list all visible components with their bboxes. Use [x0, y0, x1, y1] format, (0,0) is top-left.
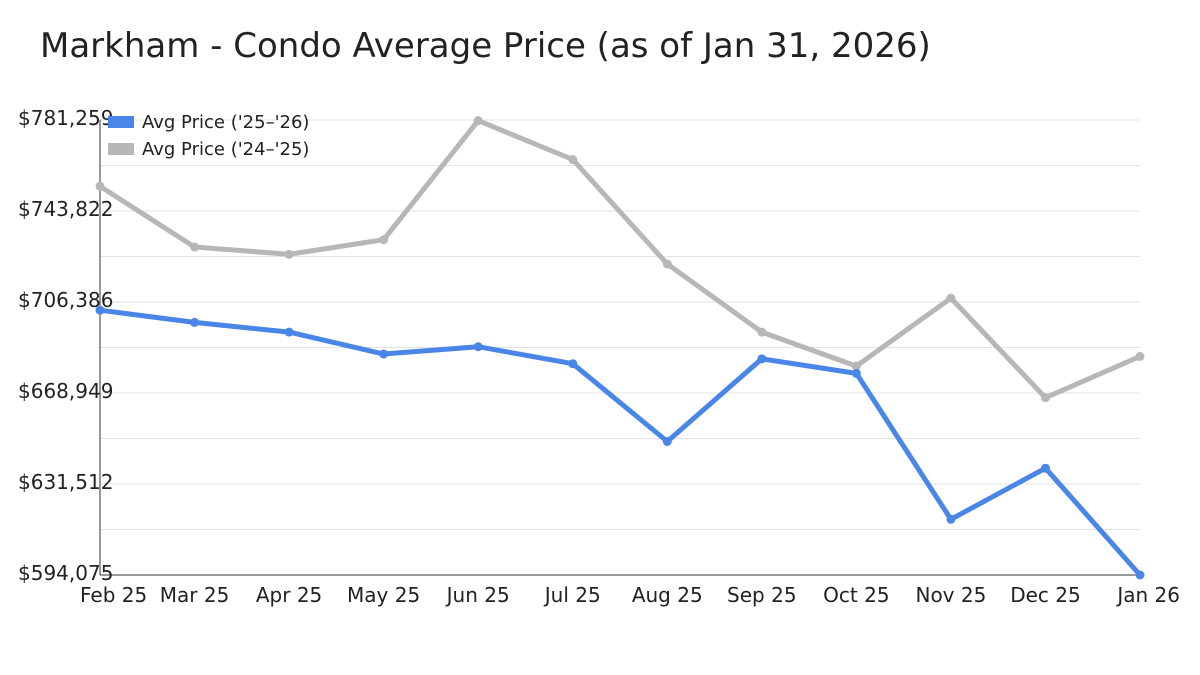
y-tick-label: $594,075	[18, 561, 113, 585]
data-point-current	[851, 368, 861, 378]
gridlines	[100, 119, 1140, 576]
data-point-prior	[757, 327, 767, 337]
data-point-current	[284, 327, 294, 337]
x-tick-label: Nov 25	[915, 583, 986, 607]
data-point-current	[1135, 570, 1145, 580]
data-point-current	[95, 305, 105, 315]
x-tick-label: May 25	[347, 583, 420, 607]
data-point-prior	[95, 181, 105, 191]
series-lines	[95, 116, 1145, 580]
series-line-prior	[97, 118, 1143, 401]
data-point-current	[1040, 463, 1050, 473]
legend: Avg Price ('25–'26) Avg Price ('24–'25)	[108, 112, 309, 160]
data-point-current	[473, 342, 483, 352]
x-tick-label: Apr 25	[256, 583, 322, 607]
data-point-current	[662, 436, 672, 446]
x-tick-label: Dec 25	[1010, 583, 1081, 607]
legend-label-prior: Avg Price ('24–'25)	[142, 139, 309, 160]
x-tick-label: Sep 25	[727, 583, 797, 607]
data-point-prior	[284, 249, 294, 259]
data-point-prior	[473, 116, 483, 126]
y-tick-label: $668,949	[18, 379, 113, 403]
data-point-current	[379, 349, 389, 359]
x-tick-label: Oct 25	[823, 583, 889, 607]
data-point-current	[190, 317, 200, 327]
data-point-prior	[190, 242, 200, 252]
data-point-current	[757, 354, 767, 364]
y-tick-labels: $781,259 $743,822 $706,386 $668,949 $631,512…	[18, 106, 113, 585]
axes	[99, 120, 1140, 576]
data-point-prior	[568, 155, 578, 165]
x-tick-label: Jun 25	[445, 583, 510, 607]
x-tick-label: Jul 25	[543, 583, 601, 607]
x-tick-labels: Feb 25 Mar 25 Apr 25 May 25 Jun 25 Jul 25 Aug …	[80, 583, 1180, 607]
data-point-prior	[662, 259, 672, 269]
y-tick-label: $706,386	[18, 288, 113, 312]
y-tick-label: $743,822	[18, 197, 113, 221]
data-point-prior	[1040, 393, 1050, 403]
chart-title: Markham - Condo Average Price (as of Jan…	[40, 26, 931, 66]
x-tick-label: Feb 25	[80, 583, 147, 607]
y-tick-label: $781,259	[18, 106, 113, 130]
x-tick-label: Aug 25	[632, 583, 703, 607]
data-point-prior	[851, 361, 861, 371]
series-line-current	[97, 307, 1143, 578]
data-point-current	[946, 514, 956, 524]
data-point-prior	[1135, 351, 1145, 361]
data-point-prior	[379, 235, 389, 245]
legend-label-current: Avg Price ('25–'26)	[142, 112, 309, 133]
legend-swatch-current	[108, 116, 134, 128]
x-tick-label: Jan 26	[1115, 583, 1180, 607]
legend-swatch-prior	[108, 143, 134, 155]
data-point-current	[568, 359, 578, 369]
y-tick-label: $631,512	[18, 470, 113, 494]
x-tick-label: Mar 25	[160, 583, 230, 607]
data-point-prior	[946, 293, 956, 303]
